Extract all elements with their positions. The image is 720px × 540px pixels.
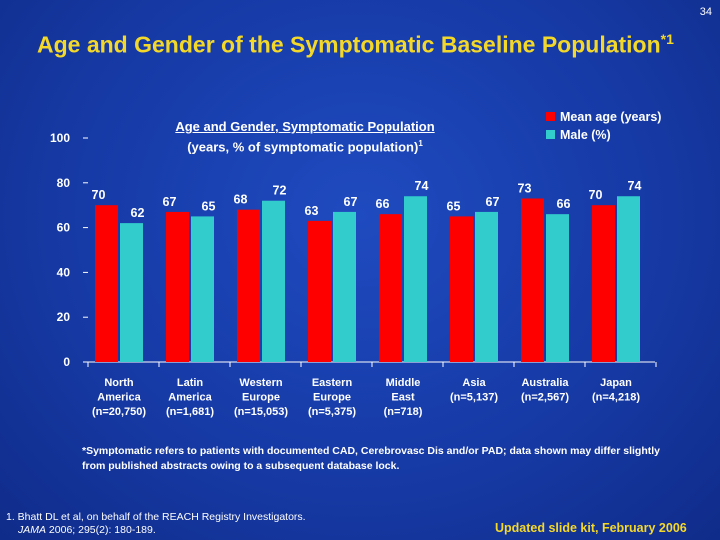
reference-line2: 2006; 295(2): 180-189. [46,524,156,536]
data-label: 65 [202,199,216,213]
data-label: 73 [518,181,532,195]
data-label: 72 [273,184,287,198]
legend-swatch [546,130,555,139]
bar-male [262,200,285,362]
category-label: (n=1,681) [166,406,214,418]
title-text: Age and Gender of the Symptomatic Baseli… [37,31,661,58]
bar-male [475,211,498,362]
reference-line1: 1. Bhatt DL et al, on behalf of the REAC… [6,511,306,523]
bar-male [546,214,569,362]
y-tick-label: 100 [50,131,70,145]
category-label: North [104,377,134,389]
category-label: (n=718) [384,406,423,418]
y-tick-label: 20 [57,310,71,324]
bar-age [521,198,544,362]
data-label: 70 [589,188,603,202]
bar-age [308,220,331,362]
chart-title-line2: (years, % of symptomatic population) [187,139,419,155]
y-tick-label: 80 [57,176,71,190]
chart-title-line1: Age and Gender, Symptomatic Population [175,119,435,134]
data-label: 67 [486,195,500,209]
data-label: 67 [163,195,177,209]
legend-label: Mean age (years) [560,110,661,124]
category-label: (n=2,567) [521,392,569,404]
category-label: Europe [313,392,351,404]
data-label: 74 [628,179,642,193]
bar-age [379,214,402,362]
category-label: Eastern [312,377,353,389]
data-label: 62 [131,206,145,220]
y-tick-label: 0 [63,355,70,369]
category-label: Australia [521,377,569,389]
title-superscript: *1 [660,31,674,47]
category-label: (n=20,750) [92,406,146,418]
data-label: 65 [447,199,461,213]
chart-title: Age and Gender, Symptomatic Population (… [140,118,470,155]
category-label: Western [239,377,282,389]
data-label: 70 [92,188,106,202]
legend-swatch [546,112,555,121]
bar-male [120,223,143,362]
bar-age [95,205,118,362]
data-label: 67 [344,195,358,209]
y-tick-label: 40 [57,265,71,279]
category-label: Latin [177,377,204,389]
data-label: 74 [415,179,429,193]
category-label: America [97,392,141,404]
chart-title-superscript: 1 [418,139,423,148]
data-label: 66 [376,197,390,211]
y-tick-label: 60 [57,221,71,235]
category-label: (n=15,053) [234,406,288,418]
slide-title: Age and Gender of the Symptomatic Baseli… [37,24,677,60]
category-label: Japan [600,377,632,389]
category-label: (n=5,375) [308,406,356,418]
bar-age [166,211,189,362]
bar-male [617,196,640,362]
reference: 1. Bhatt DL et al, on behalf of the REAC… [6,511,306,537]
category-label: Middle [386,377,421,389]
updated-note: Updated slide kit, February 2006 [495,521,687,535]
footnote: *Symptomatic refers to patients with doc… [82,445,661,472]
category-label: Europe [242,392,280,404]
data-label: 68 [234,193,248,207]
category-label: America [168,392,212,404]
page-number: 34 [699,6,712,18]
bar-age [237,209,260,362]
category-label: (n=5,137) [450,392,498,404]
bar-male [333,211,356,362]
data-label: 63 [305,204,319,218]
legend-label: Male (%) [560,128,611,142]
bar-age [450,216,473,362]
category-label: (n=4,218) [592,392,640,404]
category-label: Asia [462,377,486,389]
reference-journal: JAMA [18,524,47,536]
bar-male [191,216,214,362]
data-label: 66 [557,197,571,211]
bar-male [404,196,427,362]
category-label: East [391,392,415,404]
bar-age [592,205,615,362]
